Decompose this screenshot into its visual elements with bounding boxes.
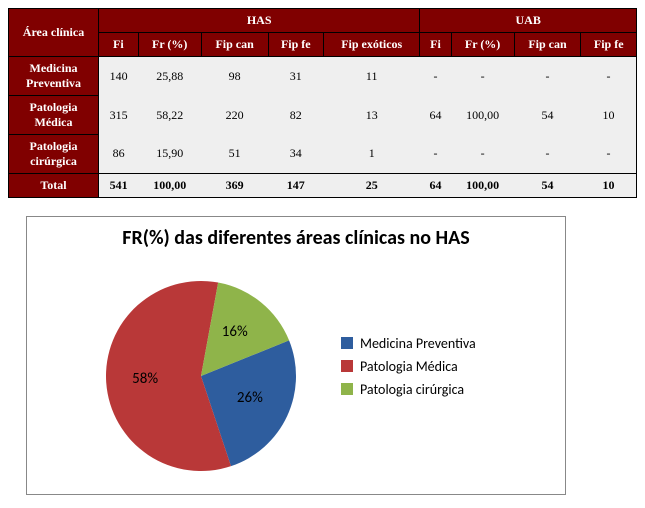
- cell: 64: [420, 96, 451, 135]
- cell: 54: [514, 174, 581, 198]
- cell: 34: [268, 135, 324, 174]
- col-uab-1: Fr (%): [451, 33, 514, 57]
- legend-item: Patologia cirúrgica: [341, 381, 476, 398]
- pie-slice-label: 58%: [132, 370, 158, 388]
- legend-swatch: [341, 337, 353, 349]
- cell: 315: [99, 96, 139, 135]
- table-row: Patologia cirúrgica 86 15,90 51 34 1 - -…: [9, 135, 637, 174]
- cell: 1: [324, 135, 420, 174]
- cell: 58,22: [138, 96, 201, 135]
- col-has-3: Fip fe: [268, 33, 324, 57]
- legend-label: Patologia Médica: [360, 358, 458, 375]
- cell: 11: [324, 57, 420, 96]
- col-uab-2: Fip can: [514, 33, 581, 57]
- legend-label: Medicina Preventiva: [360, 335, 476, 352]
- cell: 10: [581, 96, 637, 135]
- group-has: HAS: [99, 9, 420, 33]
- cell: 54: [514, 96, 581, 135]
- cell: 25: [324, 174, 420, 198]
- row-label: Patologia cirúrgica: [9, 135, 99, 174]
- col-uab-0: Fi: [420, 33, 451, 57]
- col-uab-3: Fip fe: [581, 33, 637, 57]
- cell: -: [514, 135, 581, 174]
- legend-label: Patologia cirúrgica: [360, 381, 464, 398]
- col-has-0: Fi: [99, 33, 139, 57]
- cell: 10: [581, 174, 637, 198]
- table-row: Patologia Médica 315 58,22 220 82 13 64 …: [9, 96, 637, 135]
- cell: 100,00: [451, 96, 514, 135]
- cell: -: [581, 135, 637, 174]
- cell: 51: [201, 135, 268, 174]
- legend-swatch: [341, 360, 353, 372]
- legend-item: Medicina Preventiva: [341, 335, 476, 352]
- cell: 541: [99, 174, 139, 198]
- table-corner: Área clínica: [9, 9, 99, 57]
- cell: 100,00: [451, 174, 514, 198]
- row-label-total: Total: [9, 174, 99, 198]
- cell: 82: [268, 96, 324, 135]
- pie-slice-label: 16%: [222, 323, 248, 341]
- cell: -: [581, 57, 637, 96]
- legend-swatch: [341, 383, 353, 395]
- chart-legend: Medicina Preventiva Patologia Médica Patol…: [341, 329, 476, 404]
- cell: 15,90: [138, 135, 201, 174]
- cell: 25,88: [138, 57, 201, 96]
- row-label: Patologia Médica: [9, 96, 99, 135]
- legend-item: Patologia Médica: [341, 358, 476, 375]
- cell: -: [451, 135, 514, 174]
- col-has-1: Fr (%): [138, 33, 201, 57]
- chart-title: FR(%) das diferentes áreas clínicas no H…: [41, 227, 551, 250]
- cell: 13: [324, 96, 420, 135]
- clinical-areas-table: Área clínica HAS UAB Fi Fr (%) Fip can F…: [8, 8, 637, 198]
- cell: -: [420, 57, 451, 96]
- pie-chart-panel: FR(%) das diferentes áreas clínicas no H…: [26, 216, 566, 495]
- table-row: Medicina Preventiva 140 25,88 98 31 11 -…: [9, 57, 637, 96]
- row-label: Medicina Preventiva: [9, 57, 99, 96]
- cell: 147: [268, 174, 324, 198]
- pie-chart: 26% 58% 16%: [41, 256, 341, 476]
- cell: 220: [201, 96, 268, 135]
- pie-slice-label: 26%: [237, 389, 263, 407]
- col-has-2: Fip can: [201, 33, 268, 57]
- cell: 86: [99, 135, 139, 174]
- col-has-4: Fip exóticos: [324, 33, 420, 57]
- cell: -: [451, 57, 514, 96]
- cell: 31: [268, 57, 324, 96]
- group-uab: UAB: [420, 9, 637, 33]
- cell: 98: [201, 57, 268, 96]
- cell: 64: [420, 174, 451, 198]
- cell: 369: [201, 174, 268, 198]
- cell: -: [514, 57, 581, 96]
- cell: -: [420, 135, 451, 174]
- table-total-row: Total 541 100,00 369 147 25 64 100,00 54…: [9, 174, 637, 198]
- cell: 100,00: [138, 174, 201, 198]
- cell: 140: [99, 57, 139, 96]
